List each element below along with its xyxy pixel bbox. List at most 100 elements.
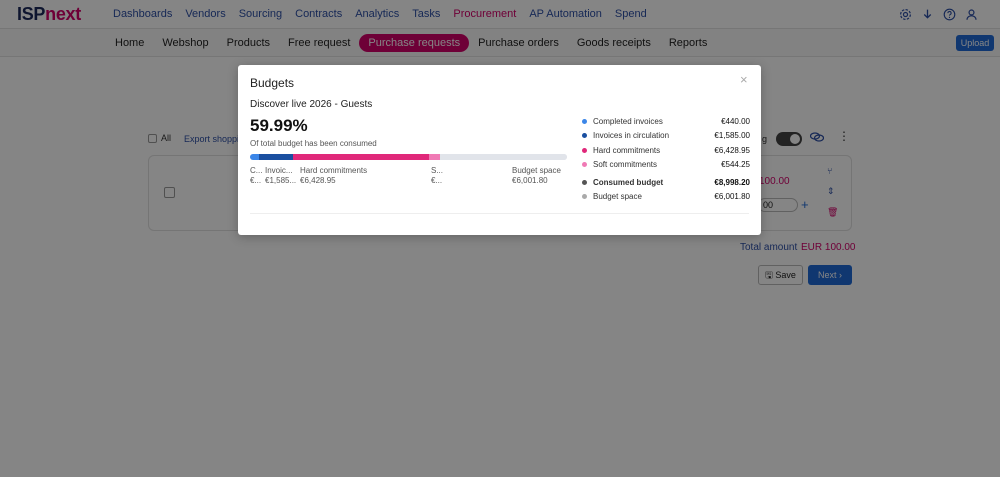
- delete-icon[interactable]: 🗑: [827, 207, 839, 217]
- budget-name: Discover live 2026 - Guests: [250, 99, 373, 110]
- bar-label-circulation-title: Invoic...: [265, 166, 293, 175]
- settings-icon[interactable]: [899, 8, 912, 21]
- upload-button[interactable]: Upload: [956, 35, 994, 51]
- legend-label: Hard commitments: [593, 145, 661, 155]
- legend-label: Completed invoices: [593, 116, 663, 126]
- nav-vendors[interactable]: Vendors: [185, 8, 226, 20]
- split-icon[interactable]: ⑂: [827, 166, 833, 176]
- logo[interactable]: ISPnext: [17, 4, 81, 25]
- total-amount-label: Total amount: [740, 242, 798, 253]
- modal-divider: [250, 213, 749, 214]
- budget-legend: Completed invoices €440.00 Invoices in c…: [582, 114, 750, 204]
- nav-analytics[interactable]: Analytics: [355, 8, 400, 20]
- budget-progress-bar: [250, 154, 567, 160]
- budgets-modal: Budgets × Discover live 2026 - Guests 59…: [238, 65, 761, 235]
- legend-completed: Completed invoices €440.00: [582, 114, 750, 129]
- legend-consumed: Consumed budget €8,998.20: [582, 175, 750, 190]
- nav-ap-automation[interactable]: AP Automation: [529, 8, 602, 20]
- consumed-percentage: 59.99%: [250, 116, 308, 135]
- subnav-purchase-requests[interactable]: Purchase requests: [359, 34, 470, 52]
- bar-label-soft-title: S...: [431, 166, 444, 175]
- legend-dot: [582, 118, 587, 124]
- bar-label-soft: S... €...: [431, 166, 445, 186]
- nav-contracts[interactable]: Contracts: [295, 8, 343, 20]
- bar-segment-in-circulation: [259, 154, 293, 160]
- main-nav: Dashboards Vendors Sourcing Contracts An…: [113, 8, 660, 20]
- nav-sourcing[interactable]: Sourcing: [238, 8, 283, 20]
- nav-spend[interactable]: Spend: [614, 8, 647, 20]
- bar-labels: C... €... Invoic... €1,585... Hard commi…: [250, 166, 567, 188]
- save-button[interactable]: 🖫 Save: [758, 265, 803, 285]
- legend-circulation: Invoices in circulation €1,585.00: [582, 129, 750, 144]
- sub-bar: Home Webshop Products Free request Purch…: [0, 29, 1000, 57]
- export-link[interactable]: Export shoppi: [184, 134, 240, 144]
- legend-soft: Soft commitments €544.25: [582, 158, 750, 173]
- top-icons: [899, 8, 978, 21]
- more-menu-icon[interactable]: ⋮: [838, 129, 850, 143]
- consumed-description: Of total budget has been consumed: [250, 139, 377, 148]
- legend-hard: Hard commitments €6,428.95: [582, 143, 750, 158]
- line-price: 100.00: [759, 176, 790, 187]
- coins-icon[interactable]: [809, 131, 825, 146]
- legend-space: Budget space €6,001.80: [582, 190, 750, 205]
- help-icon[interactable]: [943, 8, 956, 21]
- legend-dot: [582, 133, 587, 139]
- bar-label-circulation-value: €1,585...: [265, 176, 297, 185]
- bar-label-space-title: Budget space: [512, 166, 561, 175]
- legend-label: Invoices in circulation: [593, 131, 670, 141]
- select-all-checkbox[interactable]: [148, 133, 157, 143]
- sub-nav: Home Webshop Products Free request Purch…: [106, 34, 716, 52]
- bar-segment-space: [440, 154, 567, 160]
- view-toggle[interactable]: [776, 132, 802, 146]
- legend-value: €6,001.80: [714, 192, 750, 202]
- bar-label-soft-value: €...: [431, 176, 443, 185]
- subnav-products[interactable]: Products: [226, 37, 271, 49]
- close-icon[interactable]: ×: [740, 72, 748, 87]
- top-bar: ISPnext Dashboards Vendors Sourcing Cont…: [0, 0, 1000, 29]
- bar-label-completed-value: €...: [250, 176, 262, 185]
- legend-dot: [582, 194, 587, 200]
- legend-value: €8,998.20: [714, 177, 750, 187]
- chevron-right-icon: ›: [839, 270, 843, 280]
- legend-dot: [582, 179, 587, 185]
- legend-value: €544.25: [721, 160, 750, 170]
- bar-label-hard: Hard commitments €6,428.95: [300, 166, 428, 186]
- add-quantity-button[interactable]: +: [801, 197, 809, 212]
- bar-segment-completed: [250, 154, 260, 160]
- bar-label-space: Budget space €6,001.80: [512, 166, 572, 186]
- bar-label-completed-title: C...: [250, 166, 263, 175]
- legend-value: €1,585.00: [714, 131, 750, 141]
- legend-dot: [582, 162, 587, 168]
- subnav-reports[interactable]: Reports: [668, 37, 708, 49]
- next-button[interactable]: Next ›: [808, 265, 852, 285]
- bar-segment-soft: [428, 154, 441, 160]
- subnav-home[interactable]: Home: [115, 37, 145, 49]
- toggle-label: g: [762, 134, 768, 144]
- next-label: Next: [817, 270, 837, 280]
- legend-label: Consumed budget: [593, 177, 664, 187]
- nav-tasks[interactable]: Tasks: [412, 8, 441, 20]
- bar-label-circulation: Invoic... €1,585...: [265, 166, 298, 186]
- bar-label-space-value: €6,001.80: [512, 176, 548, 185]
- nav-procurement[interactable]: Procurement: [453, 8, 517, 20]
- bar-label-completed: C... €...: [250, 166, 264, 186]
- download-icon[interactable]: [921, 8, 934, 21]
- bar-segment-hard: [292, 154, 429, 160]
- modal-title: Budgets: [250, 76, 295, 90]
- legend-value: €440.00: [721, 116, 750, 126]
- subnav-webshop[interactable]: Webshop: [162, 37, 209, 49]
- total-amount-value: EUR 100.00: [801, 242, 856, 253]
- line-checkbox[interactable]: [164, 187, 175, 198]
- logo-part-1: ISP: [17, 4, 46, 24]
- user-icon[interactable]: [965, 8, 978, 21]
- bar-label-hard-title: Hard commitments: [300, 166, 368, 175]
- subnav-goods-receipts[interactable]: Goods receipts: [576, 37, 651, 49]
- legend-label: Budget space: [593, 192, 642, 202]
- subnav-free-request[interactable]: Free request: [288, 37, 351, 49]
- save-label: Save: [775, 270, 796, 280]
- nav-dashboards[interactable]: Dashboards: [113, 8, 173, 20]
- select-all[interactable]: All: [148, 133, 171, 143]
- subnav-purchase-orders[interactable]: Purchase orders: [478, 37, 559, 49]
- logo-part-2: next: [45, 4, 81, 24]
- reorder-icon[interactable]: ⇕: [827, 186, 835, 196]
